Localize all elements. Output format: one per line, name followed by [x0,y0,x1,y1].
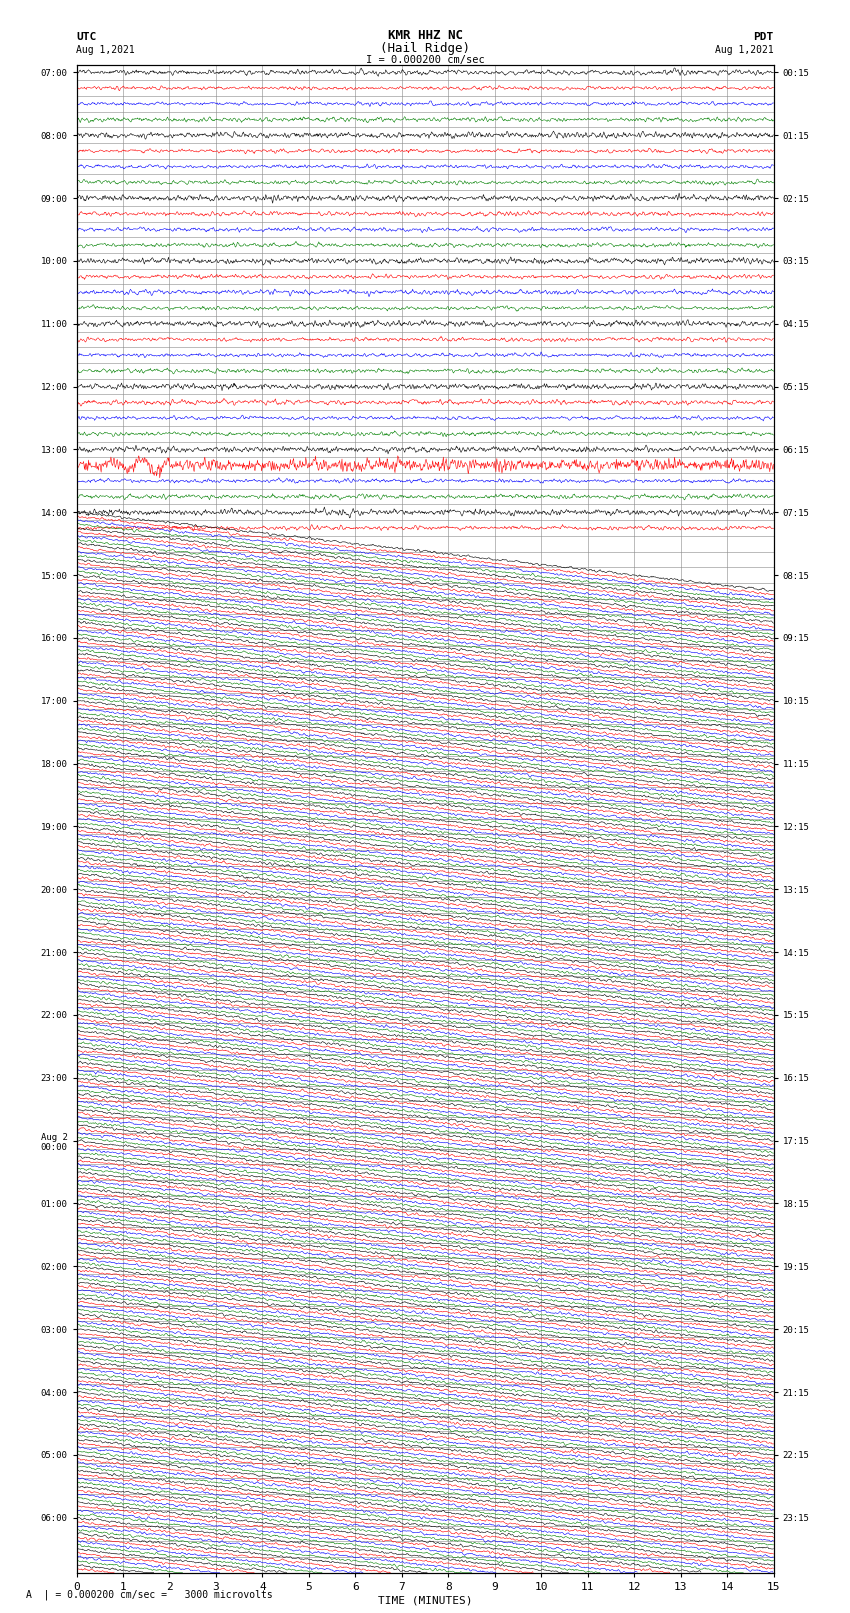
X-axis label: TIME (MINUTES): TIME (MINUTES) [377,1595,473,1607]
Text: KMR HHZ NC: KMR HHZ NC [388,29,462,42]
Text: I = 0.000200 cm/sec: I = 0.000200 cm/sec [366,55,484,65]
Text: (Hail Ridge): (Hail Ridge) [380,42,470,55]
Text: PDT: PDT [753,32,774,42]
Text: Aug 1,2021: Aug 1,2021 [715,45,774,55]
Text: Aug 1,2021: Aug 1,2021 [76,45,135,55]
Text: A  | = 0.000200 cm/sec =   3000 microvolts: A | = 0.000200 cm/sec = 3000 microvolts [26,1589,272,1600]
Text: UTC: UTC [76,32,97,42]
